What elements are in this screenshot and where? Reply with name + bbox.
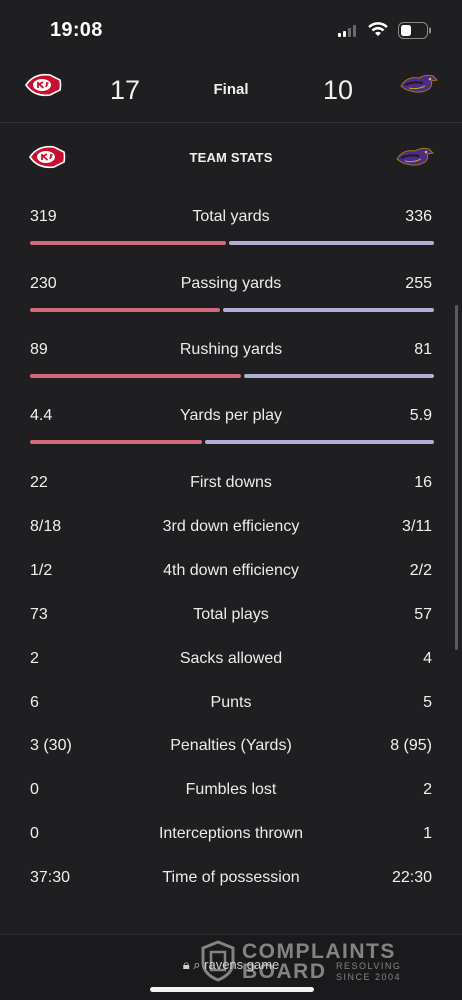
lock-icon: 🔒︎ bbox=[182, 957, 190, 972]
stat-away-value: 22:30 bbox=[391, 869, 432, 886]
team-stats-title: TEAM STATS bbox=[189, 150, 273, 165]
status-bar: 19:08 bbox=[0, 0, 462, 60]
home-indicator[interactable] bbox=[150, 987, 314, 992]
stat-row: 319 Total yards 336 bbox=[0, 208, 462, 232]
url-text: ravens game bbox=[204, 957, 280, 972]
away-share-bar bbox=[244, 374, 434, 378]
stat-home-value: 4.4 bbox=[30, 407, 53, 424]
away-share-bar bbox=[223, 308, 434, 312]
battery-icon bbox=[398, 22, 431, 39]
search-icon: ⌕ bbox=[193, 957, 201, 972]
stat-away-value: 57 bbox=[414, 606, 432, 623]
stat-home-value: 1/2 bbox=[30, 562, 53, 579]
chiefs-logo-icon[interactable] bbox=[24, 72, 62, 98]
score-header: 17 Final 10 bbox=[0, 60, 462, 122]
team-stats-header: TEAM STATS bbox=[0, 138, 462, 178]
scrollbar[interactable] bbox=[455, 305, 458, 650]
stat-away-value: 16 bbox=[414, 474, 432, 491]
stat-home-value: 0 bbox=[30, 781, 39, 798]
stat-home-value: 37:30 bbox=[30, 869, 71, 886]
home-share-bar bbox=[30, 308, 220, 312]
stat-home-value: 8/18 bbox=[30, 518, 62, 535]
stat-label: 4th down efficiency bbox=[163, 562, 299, 579]
stat-label: Penalties (Yards) bbox=[170, 737, 292, 754]
stat-label: Sacks allowed bbox=[179, 650, 283, 667]
home-share-bar bbox=[30, 374, 241, 378]
shield-icon bbox=[201, 940, 235, 982]
stat-label: Rushing yards bbox=[179, 341, 283, 358]
header-divider bbox=[0, 122, 462, 123]
stat-row: 1/2 4th down efficiency 2/2 bbox=[0, 562, 462, 586]
stat-label: 3rd down efficiency bbox=[162, 518, 300, 535]
url-bar[interactable]: 🔒︎ ⌕ ravens game bbox=[0, 957, 462, 973]
stat-away-value: 2/2 bbox=[409, 562, 432, 579]
stat-row: 37:30 Time of possession 22:30 bbox=[0, 869, 462, 893]
stat-label: First downs bbox=[190, 474, 272, 491]
stat-home-value: 6 bbox=[30, 694, 39, 711]
ravens-logo-icon bbox=[396, 147, 435, 166]
away-score: 10 bbox=[323, 75, 354, 105]
stat-away-value: 255 bbox=[405, 275, 432, 292]
stat-home-value: 230 bbox=[30, 275, 57, 292]
stat-away-value: 3/11 bbox=[402, 518, 432, 535]
chiefs-logo-icon bbox=[29, 145, 66, 169]
stat-home-value: 73 bbox=[30, 606, 48, 623]
stat-label: Total plays bbox=[193, 606, 269, 623]
stat-row: 6 Punts 5 bbox=[0, 694, 462, 718]
stat-comparison-bar bbox=[30, 374, 434, 378]
stat-label: Yards per play bbox=[180, 407, 282, 424]
stat-row: 2 Sacks allowed 4 bbox=[0, 650, 462, 674]
stat-home-value: 2 bbox=[30, 650, 39, 667]
stat-row: 22 First downs 16 bbox=[0, 474, 462, 498]
status-time: 19:08 bbox=[50, 19, 103, 41]
home-share-bar bbox=[30, 440, 202, 444]
stat-row: 8/18 3rd down efficiency 3/11 bbox=[0, 518, 462, 542]
watermark-line1: COMPLAINTS bbox=[242, 940, 396, 963]
stat-label: Passing yards bbox=[180, 275, 282, 292]
stat-home-value: 89 bbox=[30, 341, 48, 358]
browser-bottom-bar: 🔒︎ ⌕ ravens game bbox=[0, 934, 462, 1000]
stat-away-value: 5 bbox=[423, 694, 432, 711]
stat-comparison-bar bbox=[30, 308, 434, 312]
watermark-tagline: RESOLVING SINCE 2004 bbox=[336, 961, 401, 983]
ravens-logo-icon[interactable] bbox=[399, 72, 439, 96]
stat-home-value: 319 bbox=[30, 208, 57, 225]
stat-home-value: 3 (30) bbox=[30, 737, 72, 754]
stat-comparison-bar bbox=[30, 241, 434, 245]
stat-label: Punts bbox=[210, 694, 252, 711]
away-share-bar bbox=[229, 241, 434, 245]
stat-comparison-bar bbox=[30, 440, 434, 444]
stat-label: Interceptions thrown bbox=[158, 825, 304, 842]
stat-away-value: 4 bbox=[423, 650, 432, 667]
watermark-line2: BOARD bbox=[242, 960, 327, 983]
stat-away-value: 5.9 bbox=[409, 407, 432, 424]
stat-row: 4.4 Yards per play 5.9 bbox=[0, 407, 462, 431]
watermark: COMPLAINTS BOARD RESOLVING SINCE 2004 bbox=[200, 940, 430, 984]
watermark-line4: SINCE 2004 bbox=[336, 972, 402, 982]
stat-home-value: 22 bbox=[30, 474, 48, 491]
stat-away-value: 336 bbox=[405, 208, 432, 225]
stat-away-value: 8 (95) bbox=[390, 737, 432, 754]
stat-row: 73 Total plays 57 bbox=[0, 606, 462, 630]
home-score: 17 bbox=[110, 75, 141, 105]
wifi-icon bbox=[368, 22, 388, 36]
stat-away-value: 2 bbox=[423, 781, 432, 798]
stat-label: Fumbles lost bbox=[185, 781, 277, 798]
stat-label: Total yards bbox=[192, 208, 270, 225]
stat-row: 3 (30) Penalties (Yards) 8 (95) bbox=[0, 737, 462, 761]
watermark-line3: RESOLVING bbox=[336, 961, 402, 971]
stat-label: Time of possession bbox=[162, 869, 300, 886]
stat-row: 230 Passing yards 255 bbox=[0, 275, 462, 299]
stat-away-value: 81 bbox=[414, 341, 432, 358]
cellular-signal-icon bbox=[338, 25, 356, 37]
away-share-bar bbox=[205, 440, 434, 444]
home-share-bar bbox=[30, 241, 226, 245]
stat-away-value: 1 bbox=[423, 825, 432, 842]
stat-row: 0 Fumbles lost 2 bbox=[0, 781, 462, 805]
stat-row: 89 Rushing yards 81 bbox=[0, 341, 462, 365]
game-status: Final bbox=[213, 81, 249, 98]
stat-row: 0 Interceptions thrown 1 bbox=[0, 825, 462, 849]
stat-home-value: 0 bbox=[30, 825, 39, 842]
